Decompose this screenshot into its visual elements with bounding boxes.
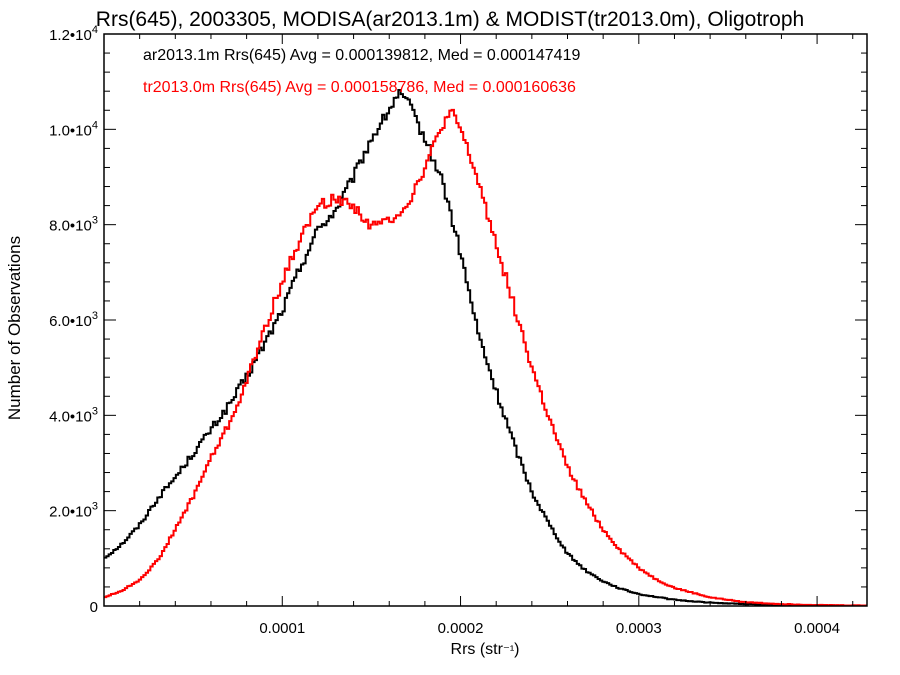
legend: ar2013.1m Rrs(645) Avg = 0.000139812, Me… [143, 47, 580, 96]
x-tick-label: 0.0002 [438, 620, 484, 637]
y-tick-label: 6.0•103 [49, 310, 98, 330]
series-layer [104, 89, 867, 606]
series-line-tr2013.0m [104, 108, 867, 606]
x-tick-label: 0.0003 [616, 620, 662, 637]
series-line-ar2013.1m [104, 89, 867, 606]
x-axis: 0.0001 0.0002 0.0003 0.0004 [139, 34, 854, 637]
plot-frame [103, 33, 868, 607]
y-axis: 0 2.0•103 4.0•103 6.0•103 8.0•103 1.0•104 1.2•… [49, 24, 867, 616]
y-tick-label: 1.2•104 [49, 24, 98, 44]
legend-entry-ar2013: ar2013.1m Rrs(645) Avg = 0.000139812, Me… [143, 47, 580, 64]
y-tick-label: 8.0•103 [49, 215, 98, 235]
y-tick-label: 0 [90, 599, 98, 616]
x-axis-label: Rrs (str⁻¹) [451, 641, 520, 658]
x-tick-label: 0.0001 [259, 620, 305, 637]
legend-entry-tr2013: tr2013.0m Rrs(645) Avg = 0.000158786, Me… [143, 79, 576, 96]
y-tick-label: 4.0•103 [49, 405, 98, 425]
y-axis-label: Number of Observations [5, 236, 24, 420]
x-tick-label: 0.0004 [794, 620, 840, 637]
y-tick-label: 1.0•104 [49, 119, 98, 139]
chart-title: Rrs(645), 2003305, MODISA(ar2013.1m) & M… [96, 8, 804, 31]
y-tick-label: 2.0•103 [49, 501, 98, 521]
